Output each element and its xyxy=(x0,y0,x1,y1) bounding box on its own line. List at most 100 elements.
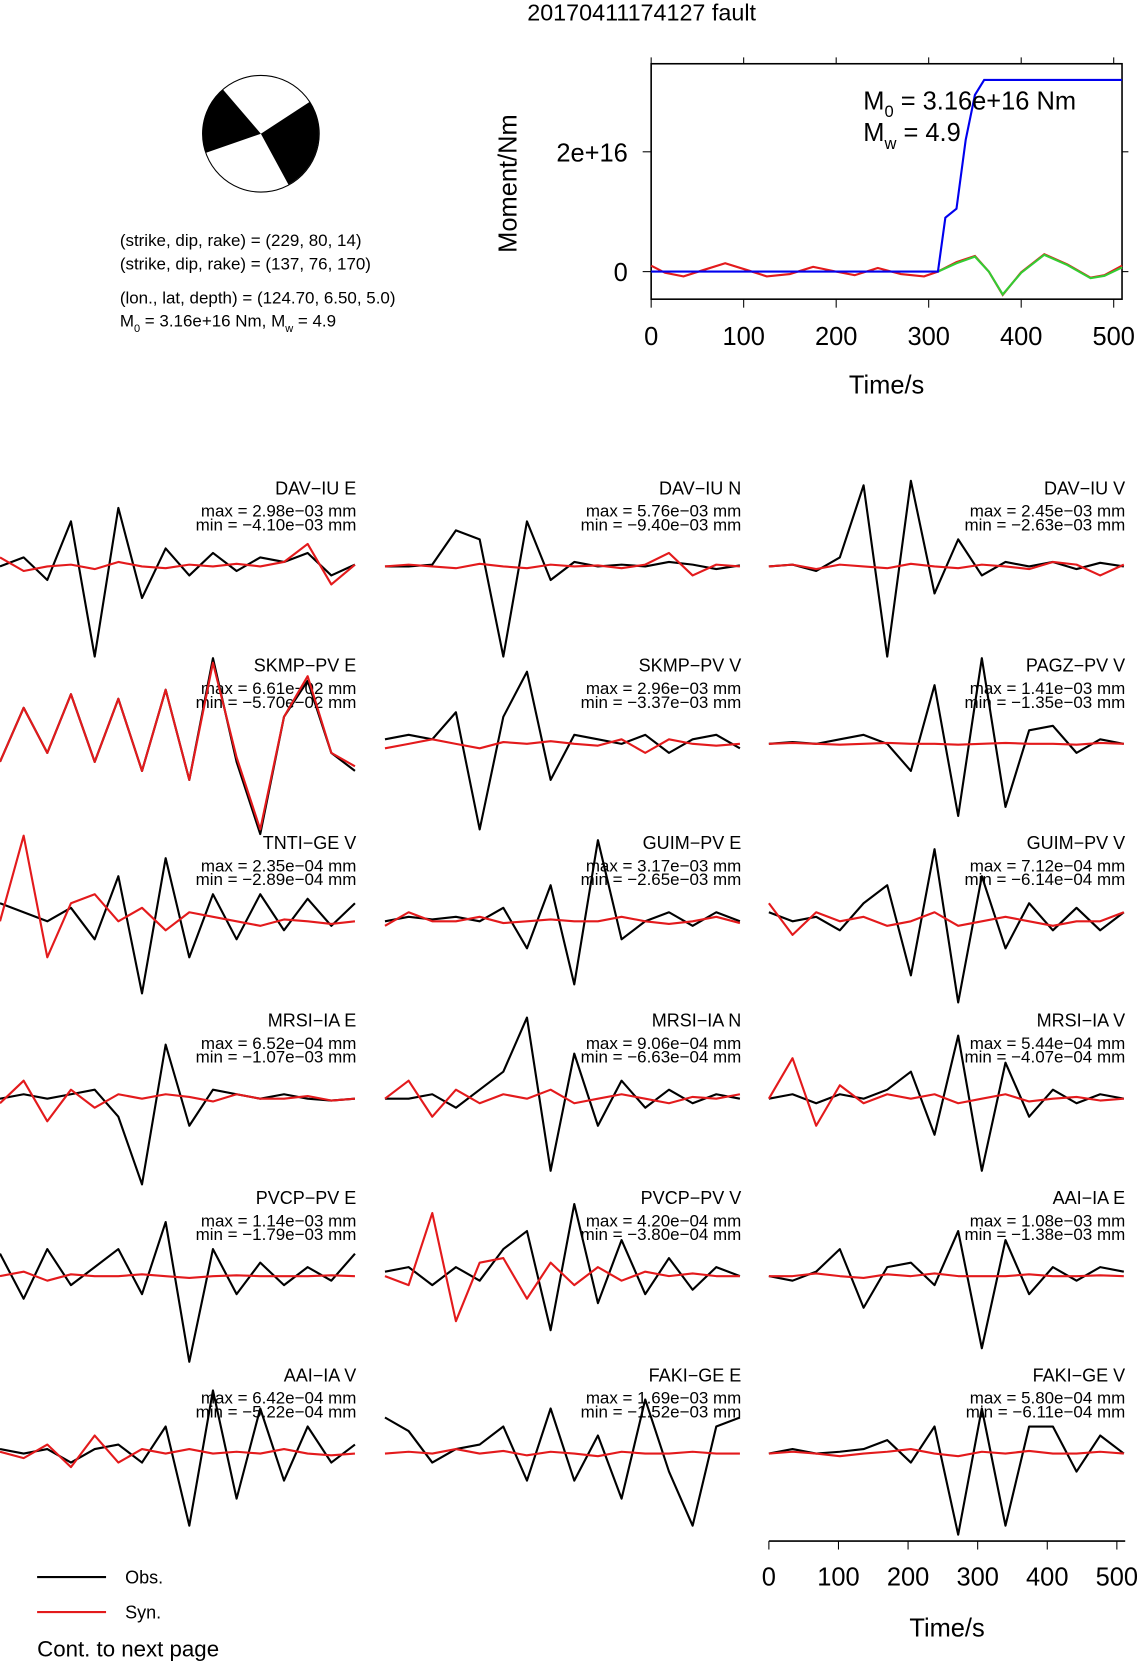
trace-label: DAV−IU E xyxy=(275,478,356,498)
trace-min: min = −4.10e−03 mm xyxy=(196,515,357,534)
synthetic-trace xyxy=(0,661,356,831)
trace-max: max = 6.52e−04 mm xyxy=(201,1034,356,1053)
trace-label: AAI−IA V xyxy=(284,1365,357,1385)
trace-label: MRSI−IA E xyxy=(268,1011,357,1031)
trace-label: DAV−IU N xyxy=(659,478,741,498)
x-tick-label: 300 xyxy=(956,1564,998,1592)
trace-label: FAKI−GE E xyxy=(649,1365,742,1385)
observed-trace xyxy=(0,506,356,658)
x-tick-label: 200 xyxy=(887,1564,929,1592)
mechanism-text: (strike, dip, rake) = (229, 80, 14) (stri… xyxy=(120,231,396,307)
synthetic-trace xyxy=(0,834,356,959)
x-axis-label: Time/s xyxy=(849,372,924,400)
synthetic-trace xyxy=(768,741,1124,746)
trace-min: min = −2.65e−03 mm xyxy=(581,870,742,889)
x-tick-label: 500 xyxy=(1096,1564,1138,1592)
trace-label: PAGZ−PV V xyxy=(1026,656,1125,676)
trace-min: min = −3.80e−04 mm xyxy=(581,1225,742,1244)
y-axis-label: Moment/Nm xyxy=(494,114,522,253)
figure-title: 20170411174127 fault xyxy=(527,0,756,25)
observed-trace xyxy=(384,1016,741,1172)
x-axis-label: Time/s xyxy=(909,1614,984,1642)
text-part: M xyxy=(863,87,884,115)
synthetic-trace xyxy=(767,1057,1124,1127)
trace-min: min = −9.40e−03 mm xyxy=(581,515,742,534)
legend-label: Syn. xyxy=(125,1602,161,1622)
trace-label: GUIM−PV E xyxy=(643,833,742,853)
x-tick-label: 0 xyxy=(644,323,658,351)
trace-min: min = −6.11e−04 mm xyxy=(966,1402,1125,1421)
synthetic-trace xyxy=(384,911,741,927)
x-tick-label: 400 xyxy=(1000,323,1042,351)
subscript: w xyxy=(284,323,293,335)
text-part: M xyxy=(120,312,134,331)
trace-max: max = 1.14e−03 mm xyxy=(201,1211,356,1230)
trace-min: min = −1.35e−03 mm xyxy=(965,693,1126,712)
observed-trace xyxy=(768,1229,1125,1350)
trace-min: min = −2.63e−03 mm xyxy=(965,515,1126,534)
trace-label: PVCP−PV E xyxy=(256,1188,357,1208)
trace-max: max = 7.12e−04 mm xyxy=(970,856,1125,875)
observed-trace xyxy=(384,520,741,658)
x-tick-label: 200 xyxy=(815,323,857,351)
mechanism-line: (lon., lat, depth) = (124.70, 6.50, 5.0) xyxy=(120,288,396,307)
text-part: = 3.16e+16 Nm xyxy=(894,87,1076,115)
trace-label: FAKI−GE V xyxy=(1033,1365,1126,1385)
trace-min: min = −5.22e−04 mm xyxy=(196,1402,357,1421)
observed-trace xyxy=(384,670,741,831)
subscript: 0 xyxy=(884,102,893,121)
x-tick-label: 500 xyxy=(1092,323,1134,351)
moment-summary: M0 = 3.16e+16 Nm, Mw = 4.9 xyxy=(120,312,336,335)
text-part: M xyxy=(863,119,884,147)
trace-max: max = 1.69e−03 mm xyxy=(586,1389,741,1408)
moment-annotation: Mw = 4.9 xyxy=(863,119,961,153)
synthetic-trace xyxy=(384,551,741,577)
trace-min: min = −1.79e−03 mm xyxy=(196,1225,357,1244)
trace-min: min = −1.07e−03 mm xyxy=(196,1048,357,1067)
trace-max: max = 2.98e−03 mm xyxy=(201,502,356,521)
trace-label: TNTI−GE V xyxy=(263,833,357,853)
observed-trace xyxy=(768,1407,1125,1536)
trace-label: SKMP−PV V xyxy=(639,656,742,676)
observed-trace xyxy=(384,839,741,986)
x-tick-label: 400 xyxy=(1026,1564,1068,1592)
legend-label: Obs. xyxy=(125,1567,163,1587)
synthetic-trace xyxy=(0,1079,356,1123)
trace-label: AAI−IA E xyxy=(1053,1188,1126,1208)
trace-label: SKMP−PV E xyxy=(254,656,357,676)
text-part: = 4.9 xyxy=(293,312,336,331)
trace-label: MRSI−IA V xyxy=(1037,1011,1126,1031)
trace-max: max = 1.41e−03 mm xyxy=(970,679,1125,698)
synthetic-trace xyxy=(768,560,1125,577)
synthetic-trace xyxy=(384,1448,740,1458)
trace-label: MRSI−IA N xyxy=(652,1011,742,1031)
subscript: w xyxy=(883,134,896,153)
trace-label: GUIM−PV V xyxy=(1027,833,1126,853)
trace-max: max = 6.61e−02 mm xyxy=(201,679,356,698)
observed-trace xyxy=(768,1034,1125,1172)
x-tick-label: 0 xyxy=(762,1564,776,1592)
moment-line xyxy=(651,78,1123,273)
synthetic-trace xyxy=(0,1434,356,1469)
trace-max: max = 2.35e−04 mm xyxy=(201,856,356,875)
trace-min: min = −6.63e−04 mm xyxy=(581,1048,742,1067)
x-tick-label: 300 xyxy=(907,323,949,351)
trace-max: max = 1.08e−03 mm xyxy=(970,1211,1125,1230)
trace-max: max = 4.20e−04 mm xyxy=(586,1211,741,1230)
trace-max: max = 9.06e−04 mm xyxy=(586,1034,741,1053)
x-tick-label: 100 xyxy=(722,323,764,351)
synthetic-trace xyxy=(768,902,1125,936)
beachball xyxy=(202,74,320,193)
y-tick-label: 0 xyxy=(614,259,628,287)
moment-annotation: M0 = 3.16e+16 Nm xyxy=(863,87,1076,121)
trace-min: min = −1.38e−03 mm xyxy=(965,1225,1126,1244)
trace-min: min = −3.37e−03 mm xyxy=(581,693,742,712)
synthetic-trace xyxy=(384,1211,740,1323)
mechanism-line: (strike, dip, rake) = (137, 76, 170) xyxy=(120,254,371,273)
trace-min: min = −5.70e−02 mm xyxy=(196,693,357,712)
text-part: = 4.9 xyxy=(896,119,960,147)
trace-label: DAV−IU V xyxy=(1044,478,1125,498)
moment-line xyxy=(650,252,1123,297)
